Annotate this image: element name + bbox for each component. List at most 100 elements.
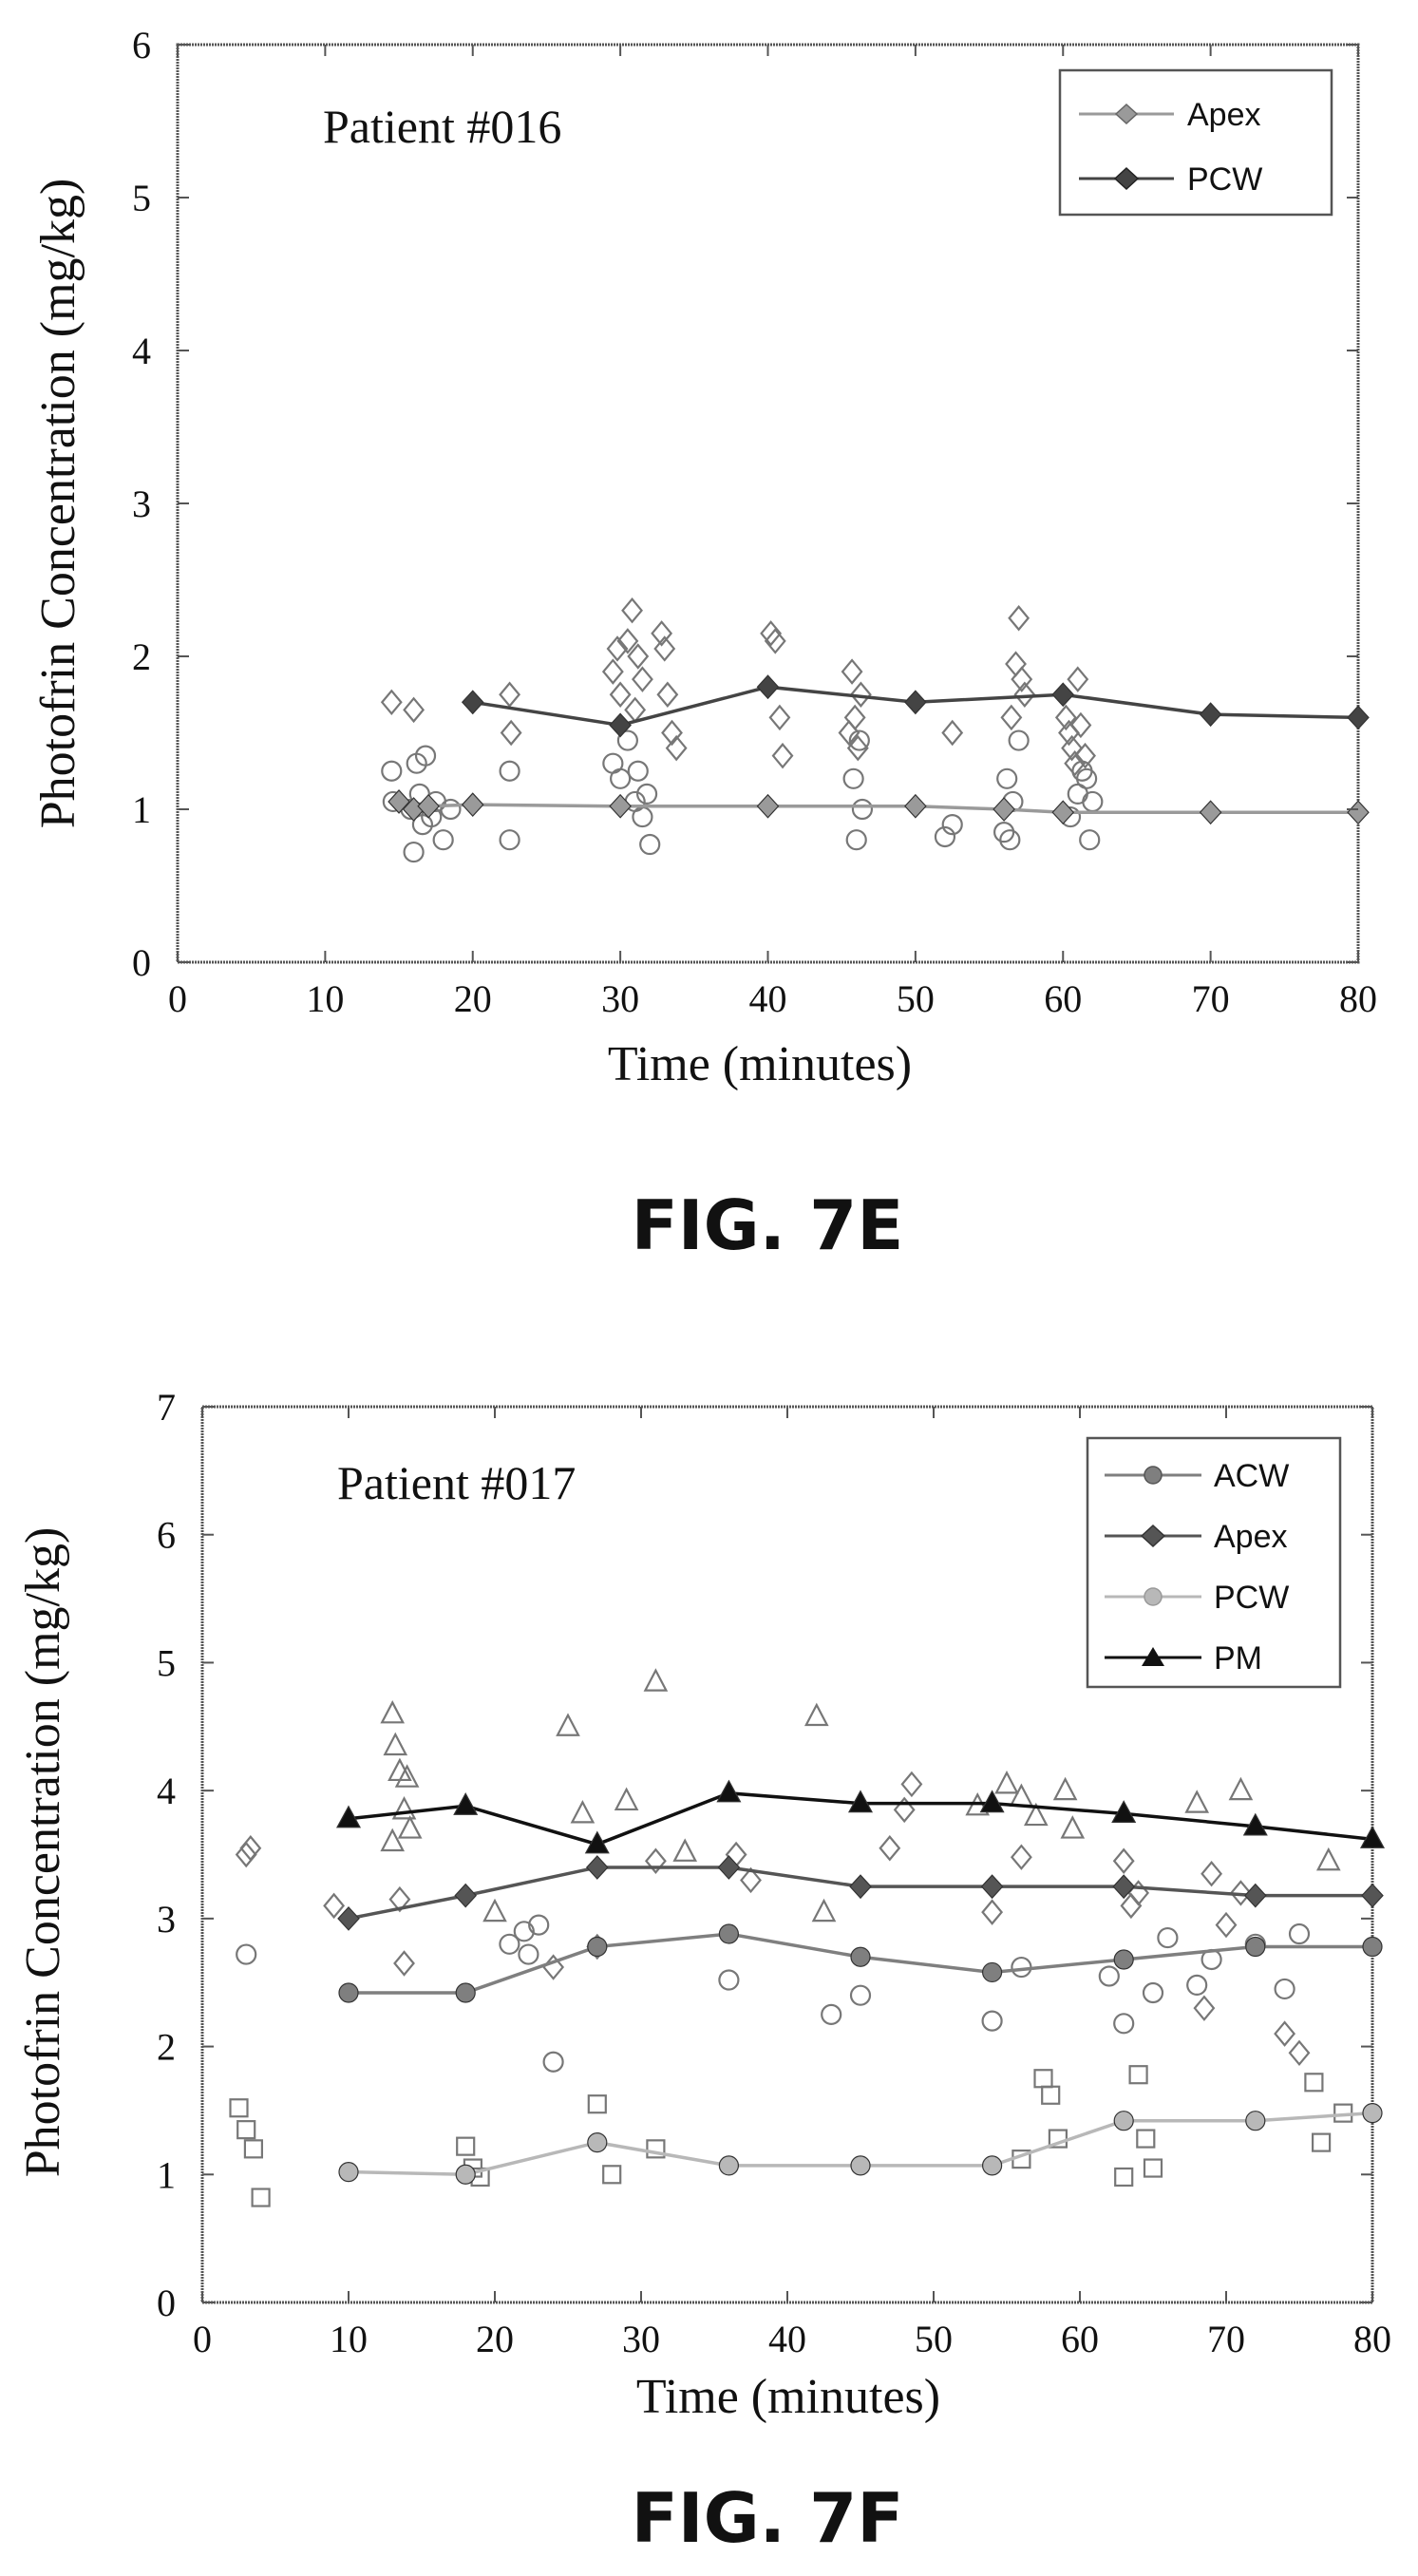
- raw-point-circle: [403, 841, 425, 863]
- raw-point-circle: [1288, 1923, 1311, 1945]
- data-marks-e: [380, 597, 1370, 863]
- raw-point-diamond: [768, 704, 791, 731]
- raw-point-circle: [993, 822, 1015, 843]
- raw-point-diamond: [981, 1899, 1004, 1925]
- point-acw-f: [338, 1982, 359, 2003]
- raw-point-diamond: [624, 696, 647, 724]
- y-tick-label-f: 4: [157, 1770, 176, 1812]
- raw-point-diamond: [621, 597, 643, 624]
- raw-point-triangle: [391, 1795, 417, 1820]
- legend-pcw-label-f: PCW: [1214, 1580, 1289, 1616]
- x-tick-label-f: 30: [622, 2318, 660, 2360]
- legend-box-f: [1086, 1436, 1342, 1689]
- x-tick-label-f: 80: [1353, 2318, 1391, 2360]
- x-tick-label-f: 20: [476, 2318, 514, 2360]
- point-apex-e: [1347, 800, 1370, 825]
- raw-point-triangle: [397, 1815, 423, 1839]
- raw-point-diamond: [601, 658, 624, 685]
- raw-point-circle: [414, 745, 437, 767]
- raw-point-diamond: [941, 719, 964, 747]
- raw-point-circle: [996, 767, 1018, 789]
- raw-point-diamond: [1229, 1880, 1252, 1906]
- point-pcw-e: [904, 690, 927, 715]
- raw-point-circle: [849, 1984, 872, 2006]
- y-tick-label-e: 0: [132, 941, 151, 984]
- legend-acw-marker-f: [1144, 1466, 1163, 1485]
- chart-fig-7f: Patient #017 Time (minutes) Photofrin Co…: [16, 1386, 1391, 2424]
- point-apex-e: [904, 793, 927, 819]
- raw-point-square: [1311, 2132, 1332, 2152]
- point-pcw-f: [455, 2164, 476, 2185]
- raw-point-circle: [542, 2051, 564, 2073]
- raw-point-triangle: [1023, 1802, 1049, 1827]
- legend-pcw-marker-e: [1113, 166, 1140, 191]
- raw-point-circle: [528, 1914, 550, 1936]
- point-acw-f: [1113, 1949, 1134, 1970]
- raw-point-circle: [1113, 2013, 1135, 2035]
- x-tick-label-e: 60: [1044, 977, 1082, 1020]
- point-apex-f: [849, 1874, 872, 1900]
- raw-point-triangle: [672, 1838, 698, 1862]
- raw-point-diamond: [403, 696, 425, 724]
- point-pcw-f: [338, 2161, 359, 2183]
- raw-point-circle: [627, 760, 649, 782]
- y-tick-label-e: 5: [132, 177, 151, 219]
- point-apex-f: [717, 1855, 741, 1880]
- raw-point-diamond: [1274, 2020, 1296, 2047]
- x-tick-label-f: 0: [193, 2318, 212, 2360]
- raw-point-diamond: [849, 681, 872, 708]
- point-pm-f: [1359, 1826, 1386, 1848]
- raw-point-triangle: [643, 1668, 669, 1692]
- legend-pcw-marker-f: [1144, 1587, 1163, 1606]
- point-pm-f: [979, 1790, 1005, 1813]
- raw-point-circle: [236, 1943, 257, 1965]
- point-acw-f: [1362, 1936, 1383, 1958]
- raw-point-circle: [1274, 1978, 1295, 2000]
- raw-point-diamond: [661, 719, 683, 747]
- raw-point-triangle: [804, 1702, 829, 1727]
- x-tick-label-e: 50: [897, 977, 935, 1020]
- raw-point-diamond: [500, 719, 522, 747]
- raw-point-diamond: [1061, 734, 1084, 762]
- raw-point-diamond: [388, 1885, 411, 1913]
- raw-point-triangle: [1060, 1815, 1086, 1839]
- figure-caption-7f: FIG. 7F: [632, 2478, 904, 2558]
- point-pcw-e: [1347, 705, 1370, 730]
- point-pcw-e: [1199, 702, 1222, 728]
- point-pm-f: [1242, 1812, 1268, 1836]
- y-tick-label-e: 2: [132, 635, 151, 678]
- raw-point-circle: [848, 729, 870, 751]
- raw-point-diamond: [846, 734, 869, 762]
- legend-f: ACW Apex PCW PM: [1086, 1436, 1342, 1689]
- raw-point-circle: [432, 829, 454, 851]
- raw-point-diamond: [380, 689, 403, 716]
- raw-point-circle: [639, 833, 661, 856]
- figure-caption-7e: FIG. 7E: [632, 1185, 904, 1265]
- raw-point-circle: [941, 813, 963, 836]
- raw-point-circle: [518, 1943, 539, 1965]
- y-tick-label-e: 3: [132, 483, 151, 525]
- raw-point-diamond: [740, 1866, 762, 1894]
- point-acw-f: [981, 1961, 1003, 1983]
- raw-point-diamond: [656, 681, 679, 708]
- raw-point-diamond: [627, 643, 650, 670]
- legend-pm-marker-f: [1142, 1647, 1164, 1666]
- x-tick-label-e: 80: [1339, 977, 1377, 1020]
- raw-point-diamond: [665, 734, 688, 762]
- data-marks-f: [229, 1668, 1386, 2207]
- point-pcw-f: [981, 2155, 1003, 2176]
- legend-box-e: [1058, 68, 1333, 217]
- raw-point-diamond: [1008, 605, 1030, 632]
- legend-acw-label-f: ACW: [1214, 1458, 1289, 1494]
- raw-point-diamond: [239, 1835, 262, 1862]
- x-tick-label-e: 70: [1192, 977, 1230, 1020]
- y-tick-label-f: 2: [157, 2026, 176, 2069]
- x-tick-label-e: 20: [454, 977, 492, 1020]
- legend-pm-label-f: PM: [1214, 1640, 1262, 1676]
- raw-point-diamond: [1064, 749, 1087, 777]
- point-apex-e: [417, 793, 440, 819]
- raw-point-square: [243, 2139, 263, 2159]
- raw-point-diamond: [1215, 1911, 1238, 1939]
- point-pm-f: [584, 1830, 610, 1854]
